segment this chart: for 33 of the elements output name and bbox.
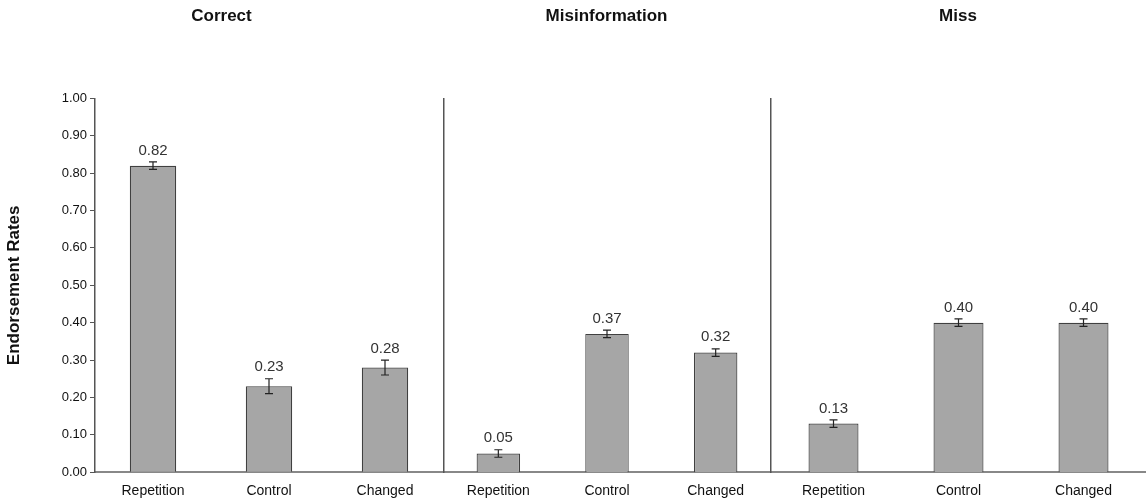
x-tick-label: Repetition — [466, 482, 530, 499]
data-label: 0.05 — [483, 428, 513, 446]
data-label: 0.32 — [701, 327, 731, 345]
y-tick-label: 0.60 — [61, 239, 87, 255]
data-label: 0.37 — [592, 308, 622, 326]
y-tick-label: 0.20 — [61, 389, 87, 405]
data-label: 0.28 — [370, 338, 400, 356]
y-tick-label: 0.80 — [61, 164, 87, 180]
x-tick-label: Control — [246, 482, 292, 499]
x-tick-label: Repetition — [801, 482, 866, 499]
x-tick-label: Changed — [1055, 482, 1112, 499]
y-tick-label: 0.50 — [61, 276, 87, 292]
data-label: 0.13 — [818, 398, 849, 416]
x-tick-label: Changed — [687, 482, 745, 499]
x-tick-label: Repetition — [121, 482, 185, 499]
y-axis-title: Endorsement Rates — [3, 205, 23, 366]
chart-title: Miss — [939, 5, 977, 25]
y-tick-label: 0.70 — [61, 202, 87, 218]
y-tick-label: 0.30 — [61, 351, 87, 367]
x-tick-label: Changed — [356, 482, 414, 499]
chart-title: Misinformation — [545, 5, 668, 25]
data-label: 0.40 — [943, 297, 974, 315]
x-tick-label: Control — [584, 482, 630, 499]
x-tick-label: Control — [935, 482, 982, 499]
y-tick-label: 0.40 — [61, 314, 87, 330]
data-label: 0.82 — [138, 140, 168, 158]
data-label: 0.40 — [1068, 297, 1099, 315]
y-tick-label: 0.90 — [61, 127, 87, 143]
y-tick-label: 1.00 — [61, 89, 87, 105]
y-tick-label: 0.00 — [61, 463, 87, 479]
y-tick-label: 0.10 — [61, 426, 87, 442]
data-label: 0.23 — [254, 357, 284, 375]
chart-title: Correct — [191, 5, 253, 25]
